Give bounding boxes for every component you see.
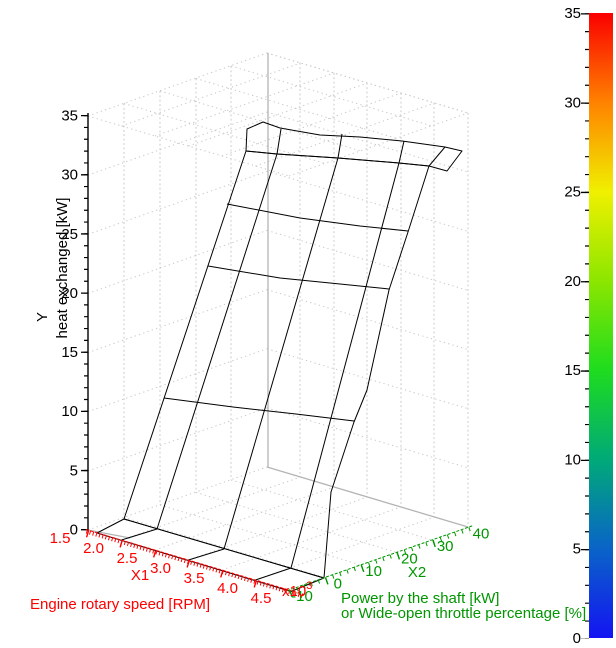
y-axis-title: heat exchanged [kW] xyxy=(54,198,71,339)
x2-tick-10: 10 xyxy=(365,563,382,580)
cbar-tick-10: 10 xyxy=(564,451,581,468)
box-edges xyxy=(87,53,469,539)
mesh-col-x1-4 xyxy=(290,162,400,569)
mesh-row-x2-20 xyxy=(207,265,390,290)
x2-axis xyxy=(286,525,474,598)
x2-tick-neg10: -10 xyxy=(291,588,313,605)
x1-axis xyxy=(85,529,305,599)
colorbar-tick-labels: 35 30 25 20 15 10 5 0 xyxy=(564,5,581,647)
surface-wall xyxy=(123,150,430,579)
x1-tick-3.0: 3.0 xyxy=(150,560,171,577)
surface-top-cap xyxy=(245,121,463,172)
x2-tick-30: 30 xyxy=(437,538,454,555)
x2-tick-0: 0 xyxy=(334,576,342,593)
y-tick-30: 30 xyxy=(61,167,78,184)
y-tick-20: 20 xyxy=(61,285,78,302)
x1-axis-multiplier: x103 xyxy=(282,580,312,600)
colorbar xyxy=(581,13,613,639)
x1-tick-4.5: 4.5 xyxy=(251,590,272,607)
y-tick-25: 25 xyxy=(61,226,78,243)
y-tick-5: 5 xyxy=(70,462,78,479)
cbar-tick-20: 20 xyxy=(564,273,581,290)
x1-tick-2.5: 2.5 xyxy=(117,550,138,567)
mesh-row-x2-30 xyxy=(226,203,409,232)
cbar-tick-35: 35 xyxy=(564,5,581,22)
grid-ceiling xyxy=(87,52,469,177)
cbar-tick-25: 25 xyxy=(564,184,581,201)
grid-floor xyxy=(121,476,435,581)
y-axis-tick-labels: 35 30 25 20 15 10 5 0 xyxy=(61,108,78,539)
x2-axis-title-line1: Power by the shaft [kW] xyxy=(341,590,499,607)
x2-axis-tick-labels: -10 0 10 20 30 40 xyxy=(291,526,489,606)
x1-axis-name: X1 xyxy=(131,567,149,584)
x2-tick-20: 20 xyxy=(401,551,418,568)
x2-tick-40: 40 xyxy=(473,526,490,543)
colorbar-gradient-bar xyxy=(589,13,613,638)
x1-tick-2.0: 2.0 xyxy=(83,540,104,557)
cbar-tick-5: 5 xyxy=(573,541,581,558)
x1-tick-3.5: 3.5 xyxy=(184,570,205,587)
cbar-tick-0: 0 xyxy=(573,630,581,647)
x1-axis-tick-labels: 1.5 2.0 2.5 3.0 3.5 4.0 4.5 xyxy=(50,530,272,607)
y-tick-35: 35 xyxy=(61,108,78,125)
x2-axis-name: X2 xyxy=(408,564,426,581)
y-axis xyxy=(81,113,89,531)
y-axis-name: Y xyxy=(34,312,51,322)
grid-back-wall xyxy=(266,52,469,527)
x1-tick-4.0: 4.0 xyxy=(217,580,238,597)
y-tick-15: 15 xyxy=(61,344,78,361)
y-tick-0: 0 xyxy=(70,521,78,538)
y-tick-10: 10 xyxy=(61,403,78,420)
x1-axis-title: Engine rotary speed [RPM] xyxy=(30,596,210,613)
x1-tick-1.5: 1.5 xyxy=(50,530,71,547)
mesh-col-x1-2 xyxy=(156,153,278,530)
x2-axis-title-line2: or Wide-open throttle percentage [%] xyxy=(341,605,586,622)
grid-left-wall xyxy=(87,52,268,531)
mesh-col-x1-3 xyxy=(223,157,339,550)
cbar-tick-30: 30 xyxy=(564,94,581,111)
cbar-tick-15: 15 xyxy=(564,362,581,379)
